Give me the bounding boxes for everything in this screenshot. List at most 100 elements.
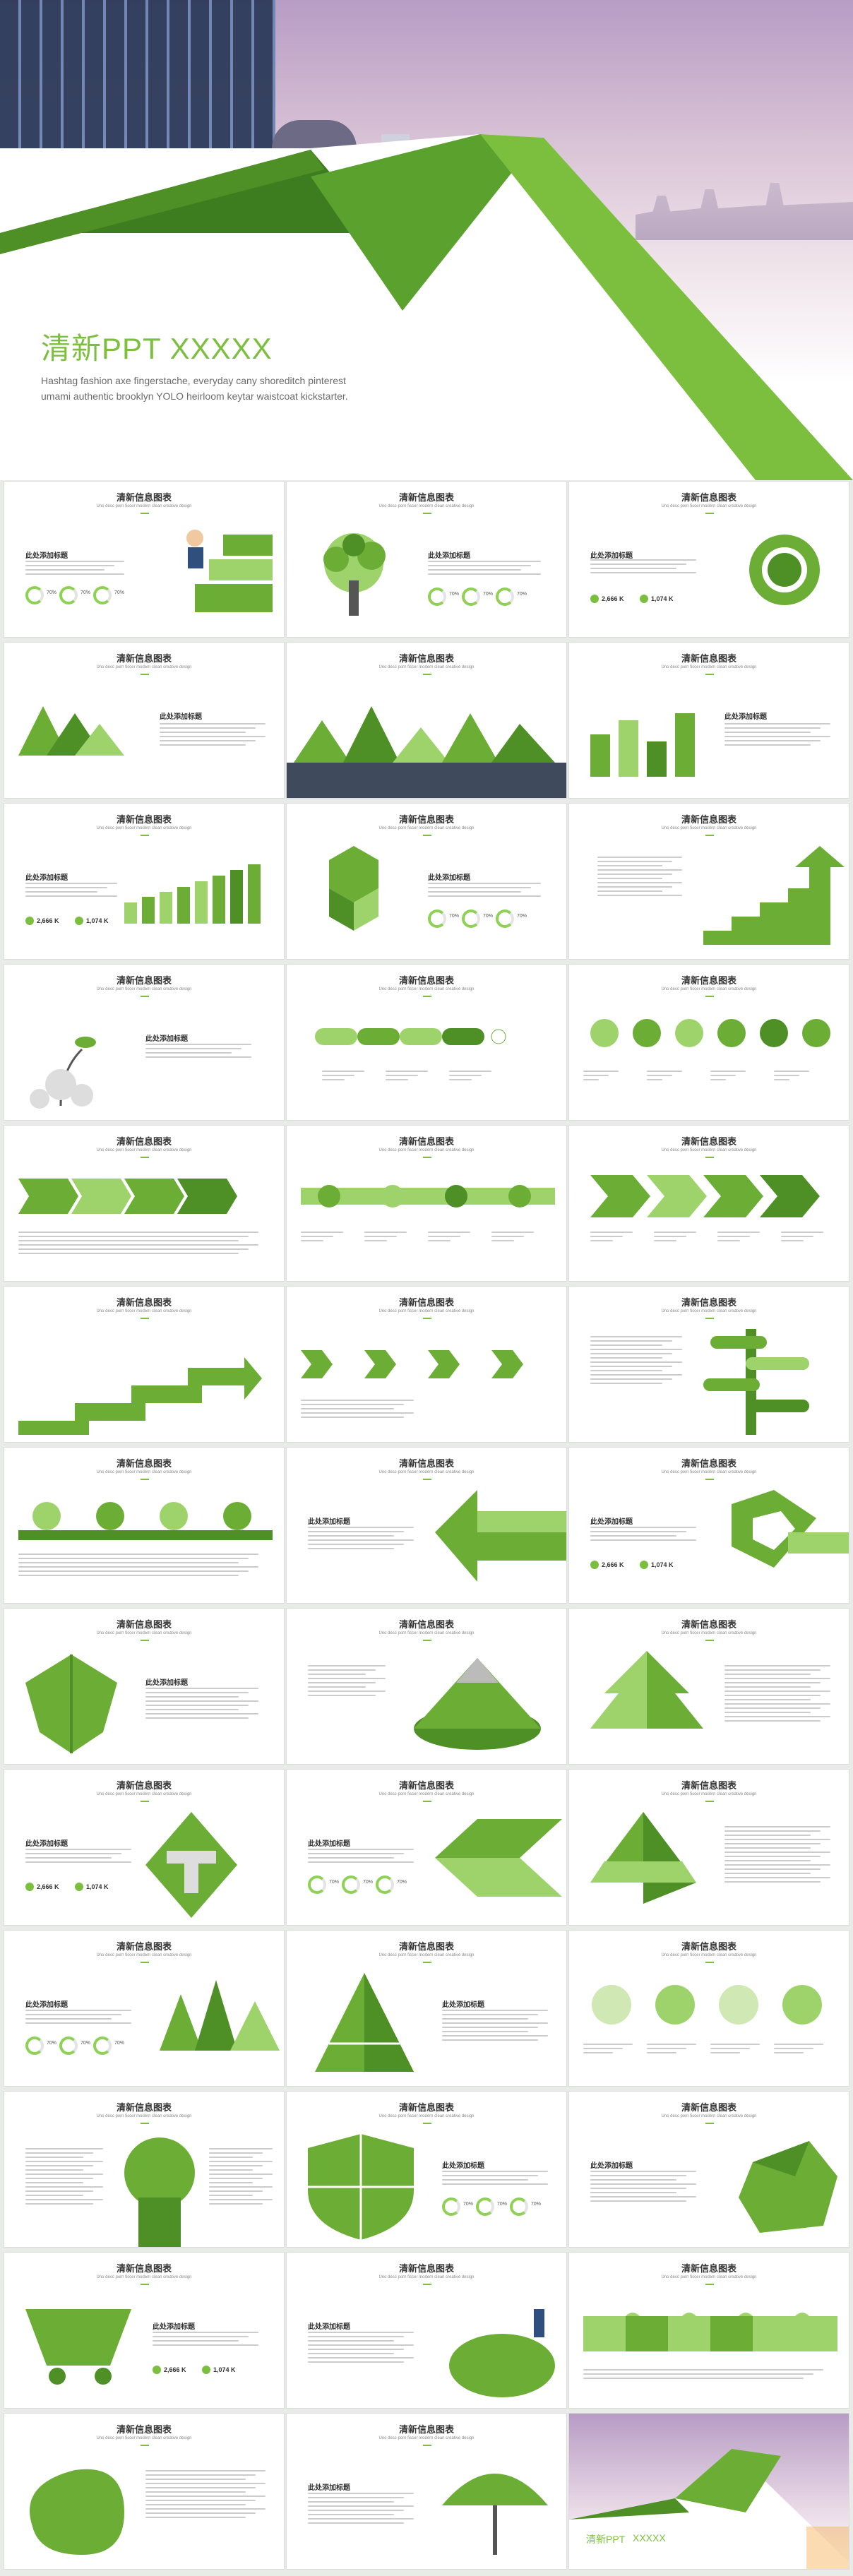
- slide-thumbnail[interactable]: 清新信息图表 Uno desc porn fiscer modern clean …: [287, 482, 566, 637]
- slide-thumbnail[interactable]: 清新信息图表 Uno desc porn fiscer modern clean …: [4, 1287, 284, 1442]
- slide-thumbnail[interactable]: 清新信息图表 Uno desc porn fiscer modern clean …: [569, 804, 849, 959]
- text-line: [145, 2470, 266, 2471]
- slide-subheading: Uno desc porn fiscer modern clean creati…: [378, 1953, 475, 1957]
- text-line: [590, 1535, 676, 1537]
- slide-thumbnail[interactable]: 清新信息图表 Uno desc porn fiscer modern clean …: [287, 1609, 566, 1764]
- slide-thumbnail[interactable]: 清新信息图表 Uno desc porn fiscer modern clean …: [569, 643, 849, 798]
- text-line: [710, 1079, 726, 1080]
- text-line: [322, 1079, 345, 1080]
- text-line: [442, 2031, 528, 2032]
- slide-thumbnail[interactable]: 清新信息图表 Uno desc porn fiscer modern clean …: [569, 1931, 849, 2086]
- infographic-graphic: [25, 1654, 117, 1753]
- text-line: [25, 2199, 103, 2200]
- text-line: [647, 2044, 696, 2045]
- slide-thumbnail[interactable]: 清新信息图表 Uno desc porn fiscer modern clean …: [4, 1448, 284, 1603]
- text-line: [590, 1353, 672, 1354]
- text-line: [308, 2522, 404, 2524]
- text-line: [145, 1056, 251, 1058]
- text-line: [590, 1336, 682, 1337]
- slide-heading: 清新信息图表: [681, 653, 736, 664]
- infographic-graphic: [145, 1812, 237, 1918]
- slide-thumbnail[interactable]: 清新信息图表 Uno desc porn fiscer modern clean …: [4, 1609, 284, 1764]
- text-line: [25, 2165, 93, 2166]
- text-line: [710, 1071, 746, 1072]
- slide-thumbnail[interactable]: 清新信息图表 Uno desc porn fiscer modern clean …: [287, 965, 566, 1120]
- slide-thumbnail[interactable]: 清新信息图表 Uno desc porn fiscer modern clean …: [569, 2092, 849, 2247]
- slide-thumbnail[interactable]: 清新信息图表 Uno desc porn fiscer modern clean …: [569, 1770, 849, 1925]
- cover-slide[interactable]: 清新PPT XXXXX Hashtag fashion axe fingerst…: [0, 0, 853, 480]
- text-line: [308, 2497, 404, 2498]
- slide-thumbnail[interactable]: 清新信息图表 Uno desc porn fiscer modern clean …: [287, 1448, 566, 1603]
- slide-subheading: Uno desc porn fiscer modern clean creati…: [96, 2114, 192, 2118]
- section-title: 此处添加标题: [590, 552, 633, 560]
- slide-thumbnail[interactable]: 清新信息图表 Uno desc porn fiscer modern clean …: [287, 1126, 566, 1281]
- slide-thumbnail[interactable]: 清新信息图表 Uno desc porn fiscer modern clean …: [569, 1287, 849, 1442]
- section-title: 此处添加标题: [25, 2001, 68, 2009]
- slide-thumbnail[interactable]: 清新信息图表 Uno desc porn fiscer modern clean …: [4, 1126, 284, 1281]
- slide-thumbnail[interactable]: 清新信息图表 Uno desc porn fiscer modern clean …: [4, 2414, 284, 2569]
- text-line: [301, 1236, 333, 1237]
- slide-thumbnail[interactable]: 清新PPT XXXXX: [569, 2414, 849, 2569]
- slide-thumbnail[interactable]: 清新信息图表 Uno desc porn fiscer modern clean …: [4, 2092, 284, 2247]
- infographic-graphic: [124, 860, 280, 931]
- slide-thumbnail[interactable]: 清新信息图表 Uno desc porn fiscer modern clean …: [287, 2092, 566, 2247]
- slide-heading: 清新信息图表: [398, 1941, 454, 1952]
- text-line: [590, 1340, 672, 1342]
- slide-thumbnail[interactable]: 清新信息图表 Uno desc porn fiscer modern clean …: [569, 1126, 849, 1281]
- slide-thumbnail[interactable]: 清新信息图表 Uno desc porn fiscer modern clean …: [569, 482, 849, 637]
- text-line: [590, 1361, 682, 1363]
- slide-thumbnail[interactable]: 清新信息图表 Uno desc porn fiscer modern clean …: [287, 1931, 566, 2086]
- text-line: [449, 1079, 472, 1080]
- slide-thumbnail[interactable]: 清新信息图表 Uno desc porn fiscer modern clean …: [287, 643, 566, 798]
- text-line: [308, 2361, 404, 2363]
- text-line: [442, 2039, 538, 2041]
- slide-thumbnail[interactable]: 清新信息图表 Uno desc porn fiscer modern clean …: [4, 1770, 284, 1925]
- text-line: [308, 2505, 414, 2507]
- slide-thumbnail[interactable]: 清新信息图表 Uno desc porn fiscer modern clean …: [4, 804, 284, 959]
- infographic-graphic: [590, 1651, 703, 1757]
- slide-thumbnail[interactable]: 清新信息图表 Uno desc porn fiscer modern clean …: [4, 482, 284, 637]
- text-line: [597, 878, 662, 879]
- slide-thumbnail[interactable]: 清新信息图表 Uno desc porn fiscer modern clean …: [569, 1609, 849, 1764]
- text-line: [145, 2500, 256, 2501]
- text-line: [209, 2186, 273, 2188]
- text-line: [724, 1678, 830, 1679]
- section-title: 此处添加标题: [308, 2323, 350, 2331]
- text-line: [724, 1682, 821, 1683]
- text-line: [364, 1232, 407, 1233]
- text-line: [590, 1539, 696, 1541]
- heading-underline: [705, 513, 714, 514]
- slide-thumbnail[interactable]: 清新信息图表 Uno desc porn fiscer modern clean …: [4, 643, 284, 798]
- slide-heading: 清新信息图表: [681, 1780, 736, 1791]
- text-line: [209, 2157, 253, 2158]
- slide-thumbnail[interactable]: 清新信息图表 Uno desc porn fiscer modern clean …: [569, 2253, 849, 2408]
- slide-thumbnail[interactable]: 清新信息图表 Uno desc porn fiscer modern clean …: [287, 1287, 566, 1442]
- stat-dot: [25, 917, 34, 925]
- slide-thumbnail[interactable]: 清新信息图表 Uno desc porn fiscer modern clean …: [569, 965, 849, 1120]
- slide-thumbnail[interactable]: 清新信息图表 Uno desc porn fiscer modern clean …: [287, 1770, 566, 1925]
- stat-dot: [75, 917, 83, 925]
- text-line: [145, 1700, 258, 1702]
- text-line: [428, 891, 521, 893]
- text-line: [209, 2152, 263, 2154]
- percent-ring: [93, 2037, 112, 2055]
- slide-thumbnail[interactable]: 清新信息图表 Uno desc porn fiscer modern clean …: [569, 1448, 849, 1603]
- slide-thumbnail[interactable]: 清新信息图表 Uno desc porn fiscer modern clean …: [287, 2414, 566, 2569]
- text-line: [442, 2035, 548, 2037]
- infographic-graphic: [703, 1490, 849, 1582]
- heading-underline: [141, 1801, 149, 1802]
- slide-thumbnail[interactable]: 清新信息图表 Uno desc porn fiscer modern clean …: [4, 2253, 284, 2408]
- slide-thumbnail[interactable]: 清新信息图表 Uno desc porn fiscer modern clean …: [4, 1931, 284, 2086]
- text-line: [724, 1881, 821, 1883]
- section-title: 此处添加标题: [442, 2162, 484, 2170]
- slide-thumbnail[interactable]: 清新信息图表 Uno desc porn fiscer modern clean …: [287, 804, 566, 959]
- percent-ring: [376, 1876, 394, 1894]
- slide-thumbnail[interactable]: 清新信息图表 Uno desc porn fiscer modern clean …: [287, 2253, 566, 2408]
- text-line: [724, 1720, 821, 1722]
- slide-thumbnail[interactable]: 清新信息图表 Uno desc porn fiscer modern clean …: [4, 965, 284, 1120]
- slide-heading: 清新信息图表: [681, 1458, 736, 1469]
- heading-underline: [705, 1318, 714, 1319]
- text-line: [724, 1695, 821, 1696]
- text-line: [590, 2171, 696, 2172]
- text-line: [308, 1535, 394, 1537]
